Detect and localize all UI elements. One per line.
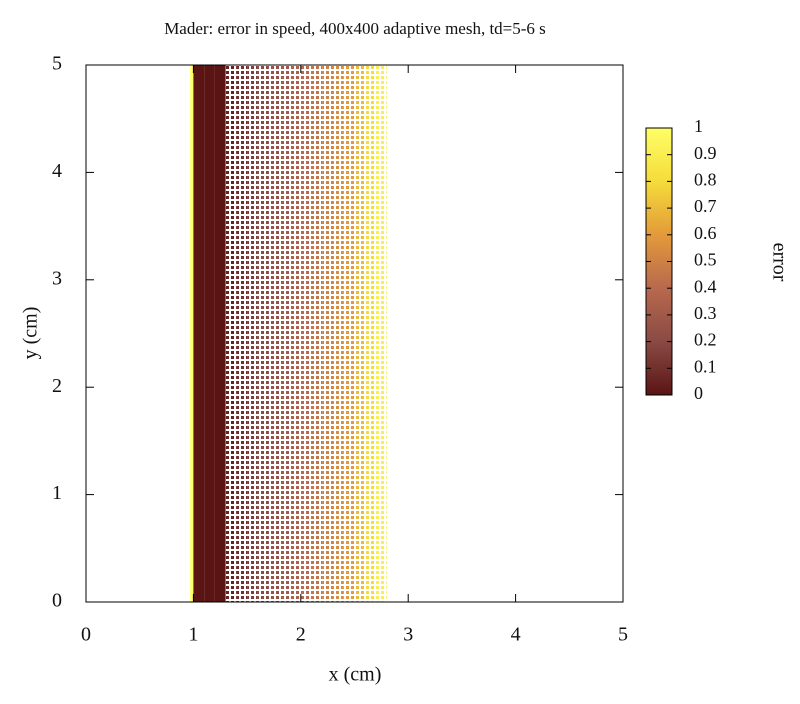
chart-title: Mader: error in speed, 400x400 adaptive … [164, 19, 546, 38]
x-tick-label: 5 [618, 624, 628, 646]
colorbar-tick-label: 0 [694, 383, 703, 403]
y-tick-label: 4 [52, 160, 62, 182]
colorbar-tick-label: 0.4 [694, 276, 717, 296]
heat-strip [247, 65, 258, 602]
colorbar-tick-label: 0.8 [694, 170, 717, 190]
y-tick-label: 3 [52, 267, 62, 289]
colorbar-tick-label: 0.7 [694, 196, 717, 216]
heat-strip [190, 65, 194, 602]
x-tick-label: 4 [511, 624, 521, 646]
y-tick-label: 2 [52, 375, 62, 397]
heat-strip [365, 65, 376, 602]
heat-strip [375, 65, 387, 602]
heat-strip [268, 65, 280, 602]
heat-strip [279, 65, 291, 602]
heat-strip [322, 65, 334, 602]
plot-frame [85, 64, 624, 603]
y-tick-label: 1 [52, 482, 62, 504]
x-tick-label: 0 [81, 624, 91, 646]
heat-strip [300, 65, 312, 602]
colorbar-tick-label: 0.3 [694, 303, 717, 323]
x-tick-label: 2 [296, 624, 306, 646]
heat-strip [193, 65, 205, 602]
colorbar-tick-label: 0.2 [694, 330, 717, 350]
x-axis-label: x (cm) [329, 664, 382, 686]
colorbar-tick-label: 1 [694, 116, 703, 136]
colorbar-tick-label: 0.9 [694, 143, 717, 163]
heat-strip [343, 65, 355, 602]
colorbar-tick-label: 0.5 [694, 250, 717, 270]
heat-strip [333, 65, 344, 602]
heat-strip [311, 65, 323, 602]
y-axis-label: y (cm) [20, 307, 42, 360]
heat-strip [290, 65, 301, 602]
heat-strip [257, 65, 269, 602]
y-tick-label: 5 [52, 53, 62, 75]
heat-strip [225, 65, 237, 602]
y-tick-label: 0 [52, 590, 62, 612]
heat-strip [204, 65, 215, 602]
x-tick-label: 3 [403, 624, 413, 646]
colorbar-label: error [768, 243, 790, 282]
x-tick-label: 1 [188, 624, 198, 646]
colorbar-tick-label: 0.1 [694, 356, 717, 376]
heat-strip [236, 65, 248, 602]
heat-strip [214, 65, 226, 602]
heat-strip [354, 65, 366, 602]
colorbar-tick-label: 0.6 [694, 223, 717, 243]
